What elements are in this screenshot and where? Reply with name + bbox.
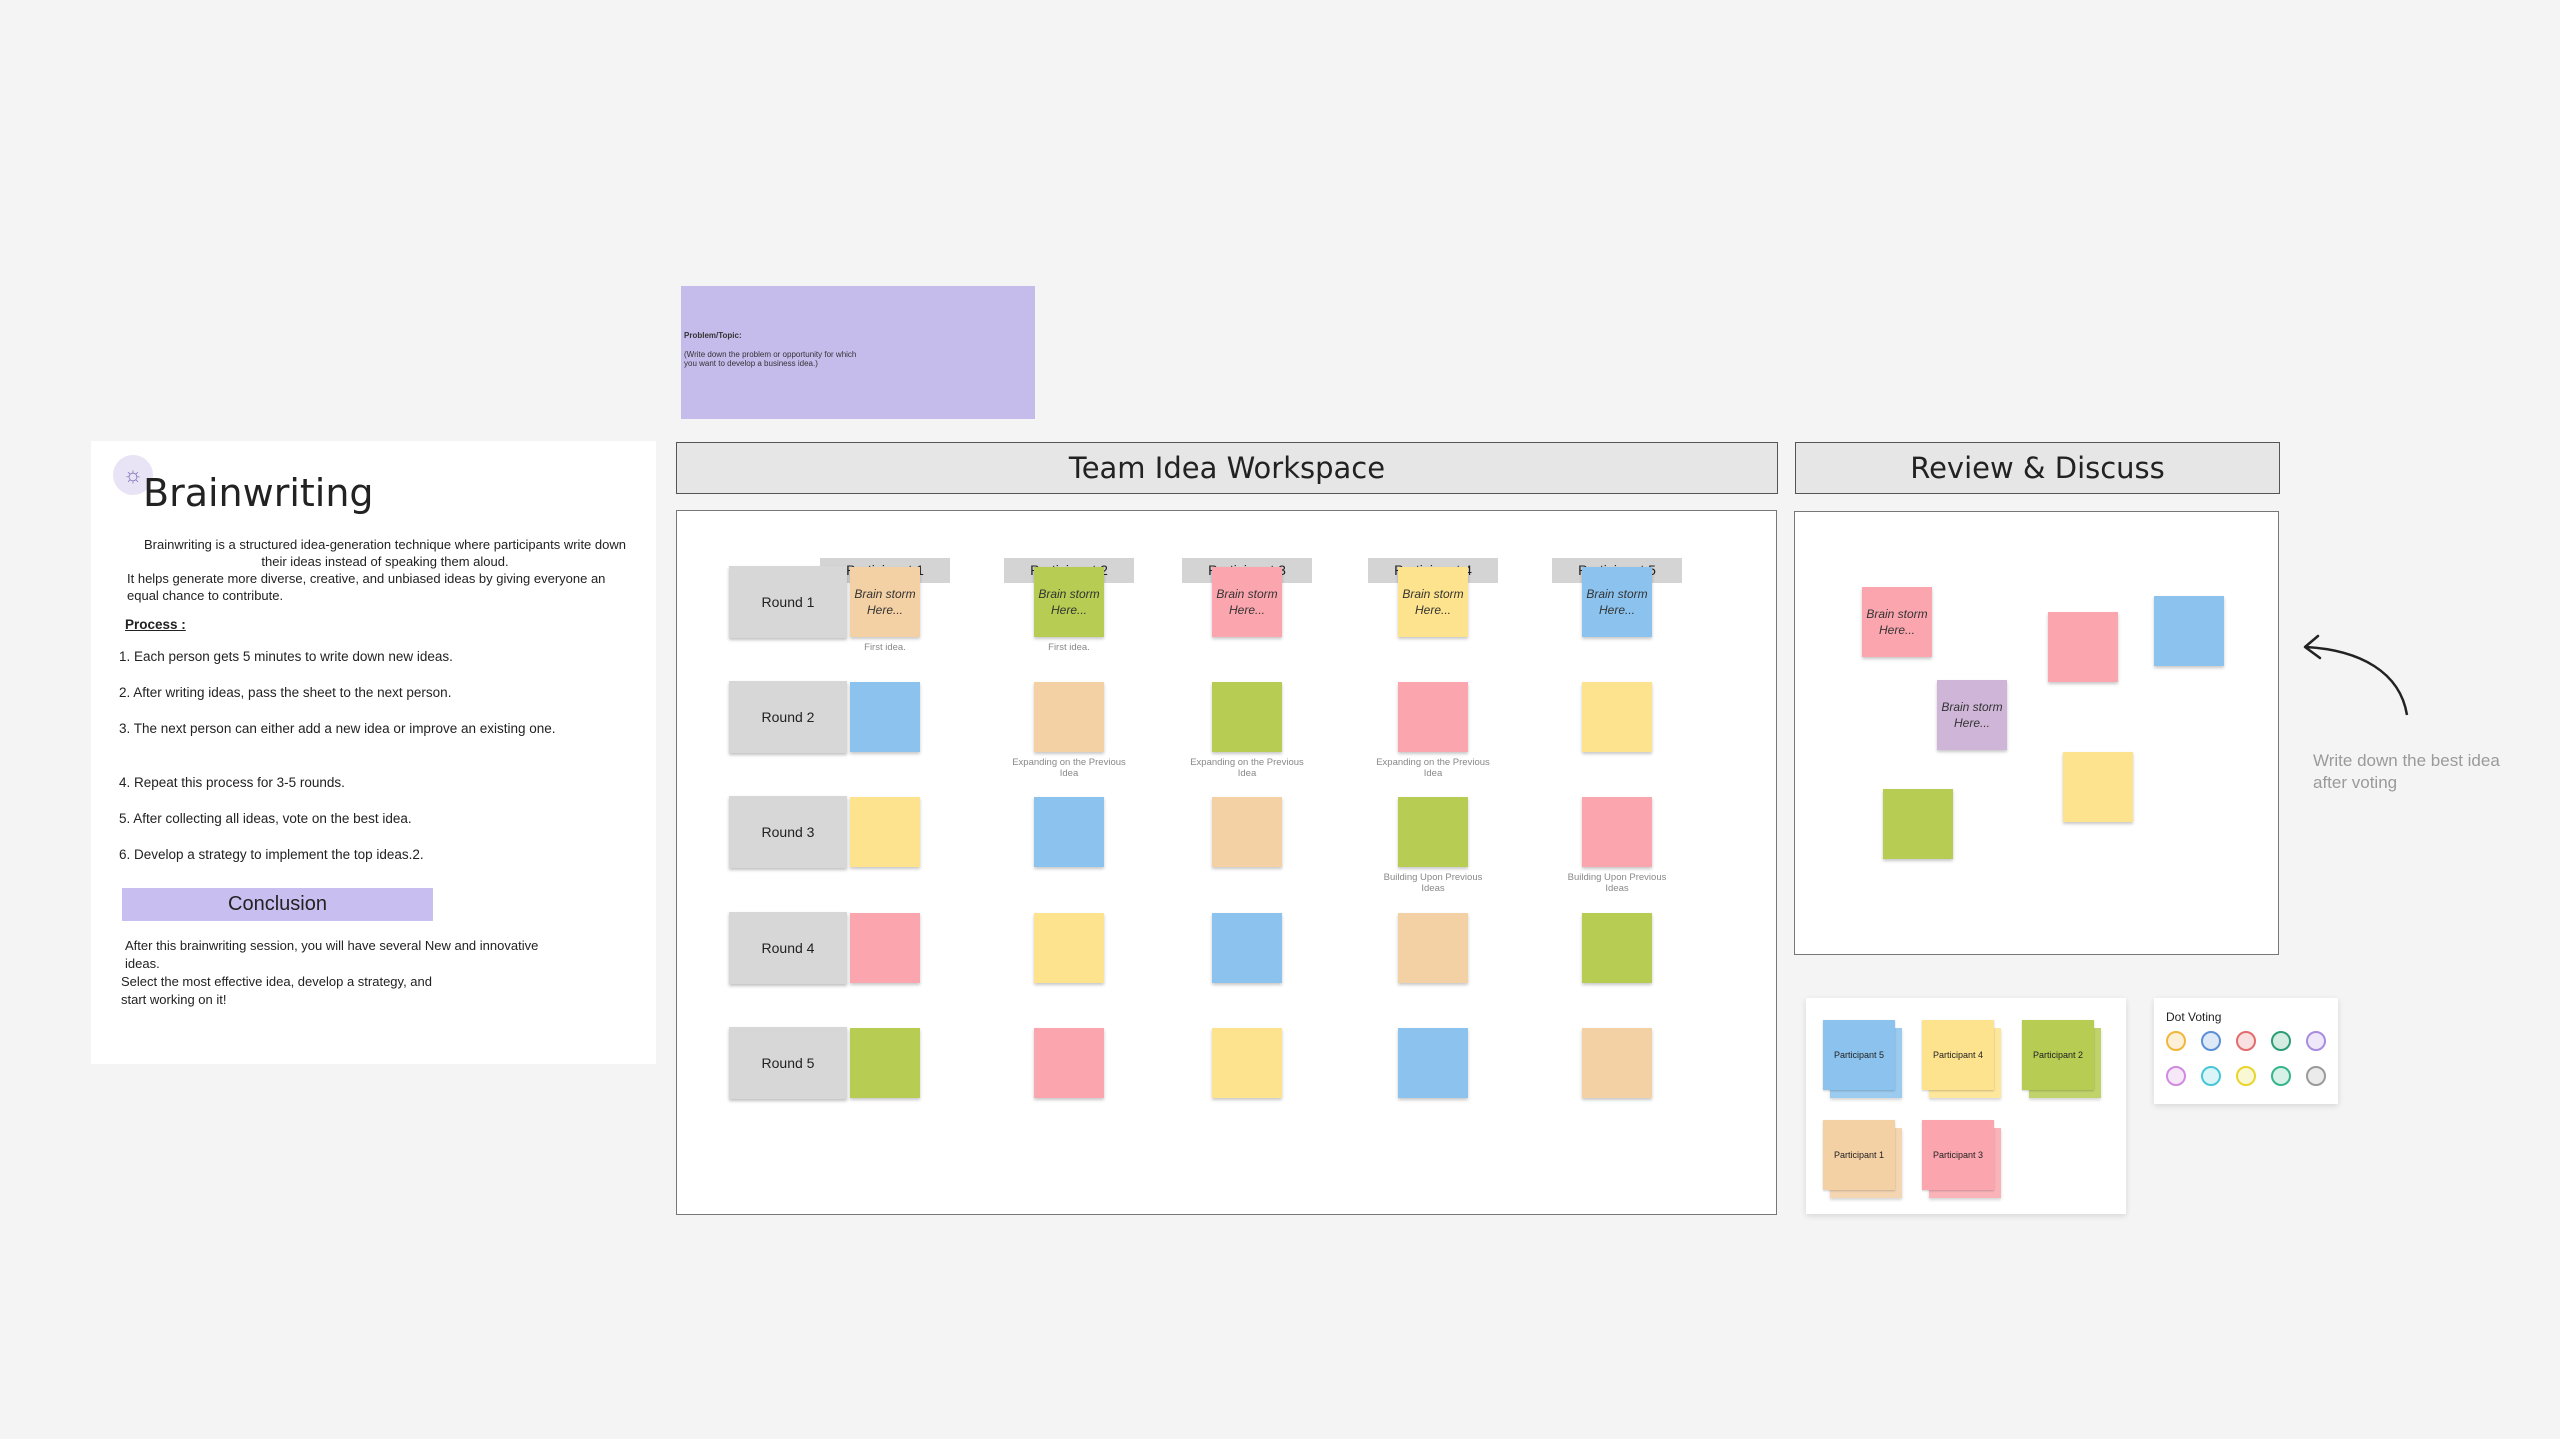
step-2: 2. After writing ideas, pass the sheet t…: [119, 685, 452, 700]
conclusion-banner: Conclusion: [122, 888, 433, 921]
voting-dot[interactable]: [2201, 1066, 2221, 1086]
sticky-note[interactable]: Brain storm Here...: [1398, 567, 1468, 637]
sticky-note[interactable]: [1398, 797, 1468, 867]
intro-desc-line3: It helps generate more diverse, creative…: [127, 571, 606, 603]
sticky-note[interactable]: [1582, 1028, 1652, 1098]
intro-desc-line2: their ideas instead of speaking them alo…: [261, 554, 509, 569]
sticky-note[interactable]: [1212, 913, 1282, 983]
note-caption: Expanding on the Previous Idea: [1376, 757, 1490, 779]
intro-description: Brainwriting is a structured idea-genera…: [125, 536, 645, 604]
sticky-note[interactable]: [1582, 913, 1652, 983]
stack-label: Participant 5: [1823, 1020, 1895, 1090]
note-caption: Expanding on the Previous Idea: [1190, 757, 1304, 779]
note-caption: First idea.: [864, 642, 906, 653]
stack-label: Participant 4: [1922, 1020, 1994, 1090]
intro-title: Brainwriting: [143, 471, 374, 515]
sticky-note[interactable]: [1212, 682, 1282, 752]
problem-label: Problem/Topic:: [684, 331, 742, 340]
voting-dot[interactable]: [2166, 1066, 2186, 1086]
voting-dot[interactable]: [2236, 1031, 2256, 1051]
note-caption: Building Upon Previous Ideas: [1383, 872, 1483, 894]
curved-arrow-icon: [2303, 634, 2409, 716]
round-label-1: Round 1: [729, 566, 847, 638]
vote-hint-text: Write down the best idea after voting: [2313, 751, 2500, 792]
conclusion-line3: start working on it!: [121, 992, 227, 1007]
stack-participant-3[interactable]: Participant 3: [1922, 1120, 2001, 1198]
voting-dot[interactable]: [2306, 1066, 2326, 1086]
sticky-note[interactable]: [1398, 682, 1468, 752]
stack-participant-2[interactable]: Participant 2: [2022, 1020, 2101, 1098]
stack-label: Participant 1: [1823, 1120, 1895, 1190]
sticky-note[interactable]: [850, 913, 920, 983]
step-5: 5. After collecting all ideas, vote on t…: [119, 811, 412, 826]
sticky-note[interactable]: Brain storm Here...: [1582, 567, 1652, 637]
step-3: 3. The next person can either add a new …: [119, 721, 556, 736]
intro-card: ☼ Brainwriting Brainwriting is a structu…: [91, 441, 656, 1064]
sticky-note[interactable]: [1034, 797, 1104, 867]
sticky-note[interactable]: [1582, 797, 1652, 867]
review-sticky-note[interactable]: [2048, 612, 2118, 682]
problem-topic-note[interactable]: Problem/Topic: (Write down the problem o…: [681, 286, 1035, 419]
sticky-note[interactable]: [1398, 1028, 1468, 1098]
process-label: Process :: [125, 617, 186, 632]
voting-dot[interactable]: [2166, 1031, 2186, 1051]
review-sticky-note[interactable]: [2063, 752, 2133, 822]
sticky-note[interactable]: [1034, 1028, 1104, 1098]
conclusion-line2: Select the most effective idea, develop …: [121, 974, 432, 989]
review-sticky-note[interactable]: Brain storm Here...: [1862, 587, 1932, 657]
voting-dot[interactable]: [2306, 1031, 2326, 1051]
conclusion-line1: After this brainwriting session, you wil…: [125, 938, 539, 971]
workspace-header: Team Idea Workspace: [676, 442, 1778, 494]
note-caption: Building Upon Previous Ideas: [1567, 872, 1667, 894]
sticky-note[interactable]: [1034, 682, 1104, 752]
stack-participant-4[interactable]: Participant 4: [1922, 1020, 2001, 1098]
sticky-note[interactable]: [1398, 913, 1468, 983]
sticky-note[interactable]: [1582, 682, 1652, 752]
step-6: 6. Develop a strategy to implement the t…: [119, 847, 424, 862]
round-label-5: Round 5: [729, 1027, 847, 1099]
review-frame: Brain storm Here... Brain storm Here...: [1794, 511, 2279, 955]
sticky-note[interactable]: [1212, 797, 1282, 867]
sticky-note[interactable]: [1034, 913, 1104, 983]
intro-desc-line1: Brainwriting is a structured idea-genera…: [144, 537, 626, 552]
sticky-note[interactable]: [850, 797, 920, 867]
dot-voting-card: Dot Voting: [2154, 998, 2338, 1104]
sticky-note[interactable]: Brain storm Here...: [1212, 567, 1282, 637]
lightbulb-icon: ☼: [113, 455, 153, 495]
sticky-note[interactable]: Brain storm Here...: [1034, 567, 1104, 637]
voting-dot[interactable]: [2201, 1031, 2221, 1051]
voting-dot[interactable]: [2271, 1066, 2291, 1086]
stack-participant-5[interactable]: Participant 5: [1823, 1020, 1902, 1098]
review-header: Review & Discuss: [1795, 442, 2280, 494]
sticky-note[interactable]: [850, 682, 920, 752]
step-4: 4. Repeat this process for 3-5 rounds.: [119, 775, 345, 790]
sticky-note[interactable]: [850, 1028, 920, 1098]
round-label-2: Round 2: [729, 681, 847, 753]
note-caption: Expanding on the Previous Idea: [1012, 757, 1126, 779]
voting-dot[interactable]: [2271, 1031, 2291, 1051]
conclusion-text: After this brainwriting session, you wil…: [121, 937, 601, 1009]
problem-hint: (Write down the problem or opportunity f…: [684, 350, 857, 368]
note-caption: First idea.: [1048, 642, 1090, 653]
review-sticky-note[interactable]: [2154, 596, 2224, 666]
stack-label: Participant 3: [1922, 1120, 1994, 1190]
dot-voting-title: Dot Voting: [2166, 1010, 2222, 1024]
sticky-note[interactable]: Brain storm Here...: [850, 567, 920, 637]
review-sticky-note[interactable]: [1883, 789, 1953, 859]
participant-stacks-card: Participant 5 Participant 4 Participant …: [1806, 998, 2126, 1214]
sticky-note[interactable]: [1212, 1028, 1282, 1098]
round-label-3: Round 3: [729, 796, 847, 868]
review-sticky-note[interactable]: Brain storm Here...: [1937, 680, 2007, 750]
stack-participant-1[interactable]: Participant 1: [1823, 1120, 1902, 1198]
stack-label: Participant 2: [2022, 1020, 2094, 1090]
voting-dot[interactable]: [2236, 1066, 2256, 1086]
step-1: 1. Each person gets 5 minutes to write d…: [119, 649, 453, 664]
round-label-4: Round 4: [729, 912, 847, 984]
